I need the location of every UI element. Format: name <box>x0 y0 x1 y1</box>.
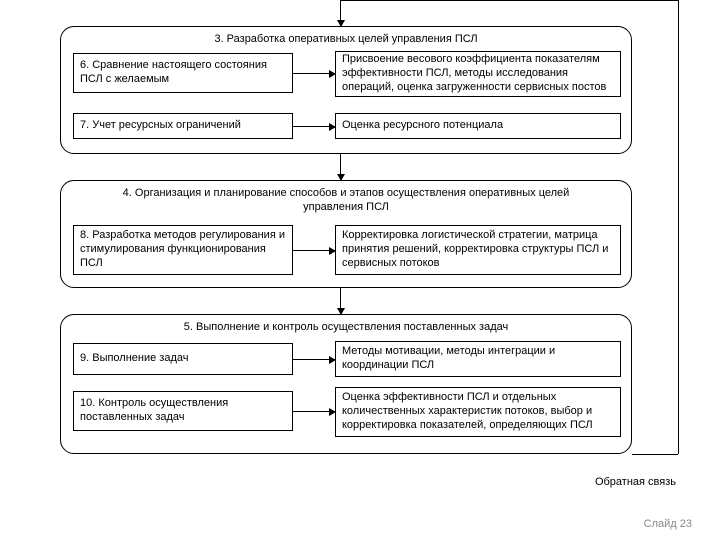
block-4-row0-right-text: Корректировка логистической стратегии, м… <box>342 229 614 270</box>
block-3-row0-right: Присвоение весового коэффициента показат… <box>335 51 621 97</box>
block-5-row1-left: 10. Контроль осуществления поставленных … <box>73 391 293 431</box>
block-5-row1-right: Оценка эффективности ПСЛ и отдельных кол… <box>335 387 621 437</box>
block-4-title: 4. Организация и планирование способов и… <box>61 187 631 215</box>
block-5-row1-left-text: 10. Контроль осуществления поставленных … <box>80 397 286 425</box>
block-4-row0-right: Корректировка логистической стратегии, м… <box>335 225 621 275</box>
block-3-row1-left: 7. Учет ресурсных ограничений <box>73 113 293 139</box>
block-5-row0-right-text: Методы мотивации, методы интеграции и ко… <box>342 345 614 373</box>
block-4-row0-left-text: 8. Разработка методов регулирования и ст… <box>80 229 286 270</box>
block-3-row1-arrow <box>293 126 335 127</box>
block-5-row1-arrow <box>293 411 335 412</box>
block-3-row0-left-text: 6. Сравнение настоящего состояния ПСЛ с … <box>80 59 286 87</box>
block-5-row0-arrow <box>293 359 335 360</box>
block-5-row0-left: 9. Выполнение задач <box>73 343 293 375</box>
block-3-row1-left-text: 7. Учет ресурсных ограничений <box>80 119 241 133</box>
flowchart-canvas: 3. Разработка оперативных целей управлен… <box>0 0 720 540</box>
block-3-title: 3. Разработка оперативных целей управлен… <box>61 33 631 47</box>
slide-number: Слайд 23 <box>644 518 692 530</box>
block-5: 5. Выполнение и контроль осуществления п… <box>60 314 632 454</box>
block-5-row0-left-text: 9. Выполнение задач <box>80 352 189 366</box>
block-5-row1-right-text: Оценка эффективности ПСЛ и отдельных кол… <box>342 391 614 432</box>
feedback-seg-h-top <box>340 0 678 1</box>
arrow-into-block3 <box>340 0 341 26</box>
block-3-row1-right: Оценка ресурсного потенциала <box>335 113 621 139</box>
block-5-row0-right: Методы мотивации, методы интеграции и ко… <box>335 341 621 377</box>
feedback-label: Обратная связь <box>595 476 676 488</box>
block-4-row0-left: 8. Разработка методов регулирования и ст… <box>73 225 293 275</box>
block-3-row0-left: 6. Сравнение настоящего состояния ПСЛ с … <box>73 53 293 93</box>
feedback-seg-h-bottom <box>632 454 678 455</box>
block-4-row0-arrow <box>293 250 335 251</box>
block-3-row0-arrow <box>293 73 335 74</box>
arrow-b4-b5 <box>340 288 341 314</box>
block-5-title: 5. Выполнение и контроль осуществления п… <box>61 321 631 335</box>
block-4: 4. Организация и планирование способов и… <box>60 180 632 288</box>
arrow-b3-b4 <box>340 154 341 180</box>
block-3: 3. Разработка оперативных целей управлен… <box>60 26 632 154</box>
block-3-row0-right-text: Присвоение весового коэффициента показат… <box>342 53 614 94</box>
feedback-seg-v <box>678 0 679 454</box>
block-3-row1-right-text: Оценка ресурсного потенциала <box>342 119 503 133</box>
